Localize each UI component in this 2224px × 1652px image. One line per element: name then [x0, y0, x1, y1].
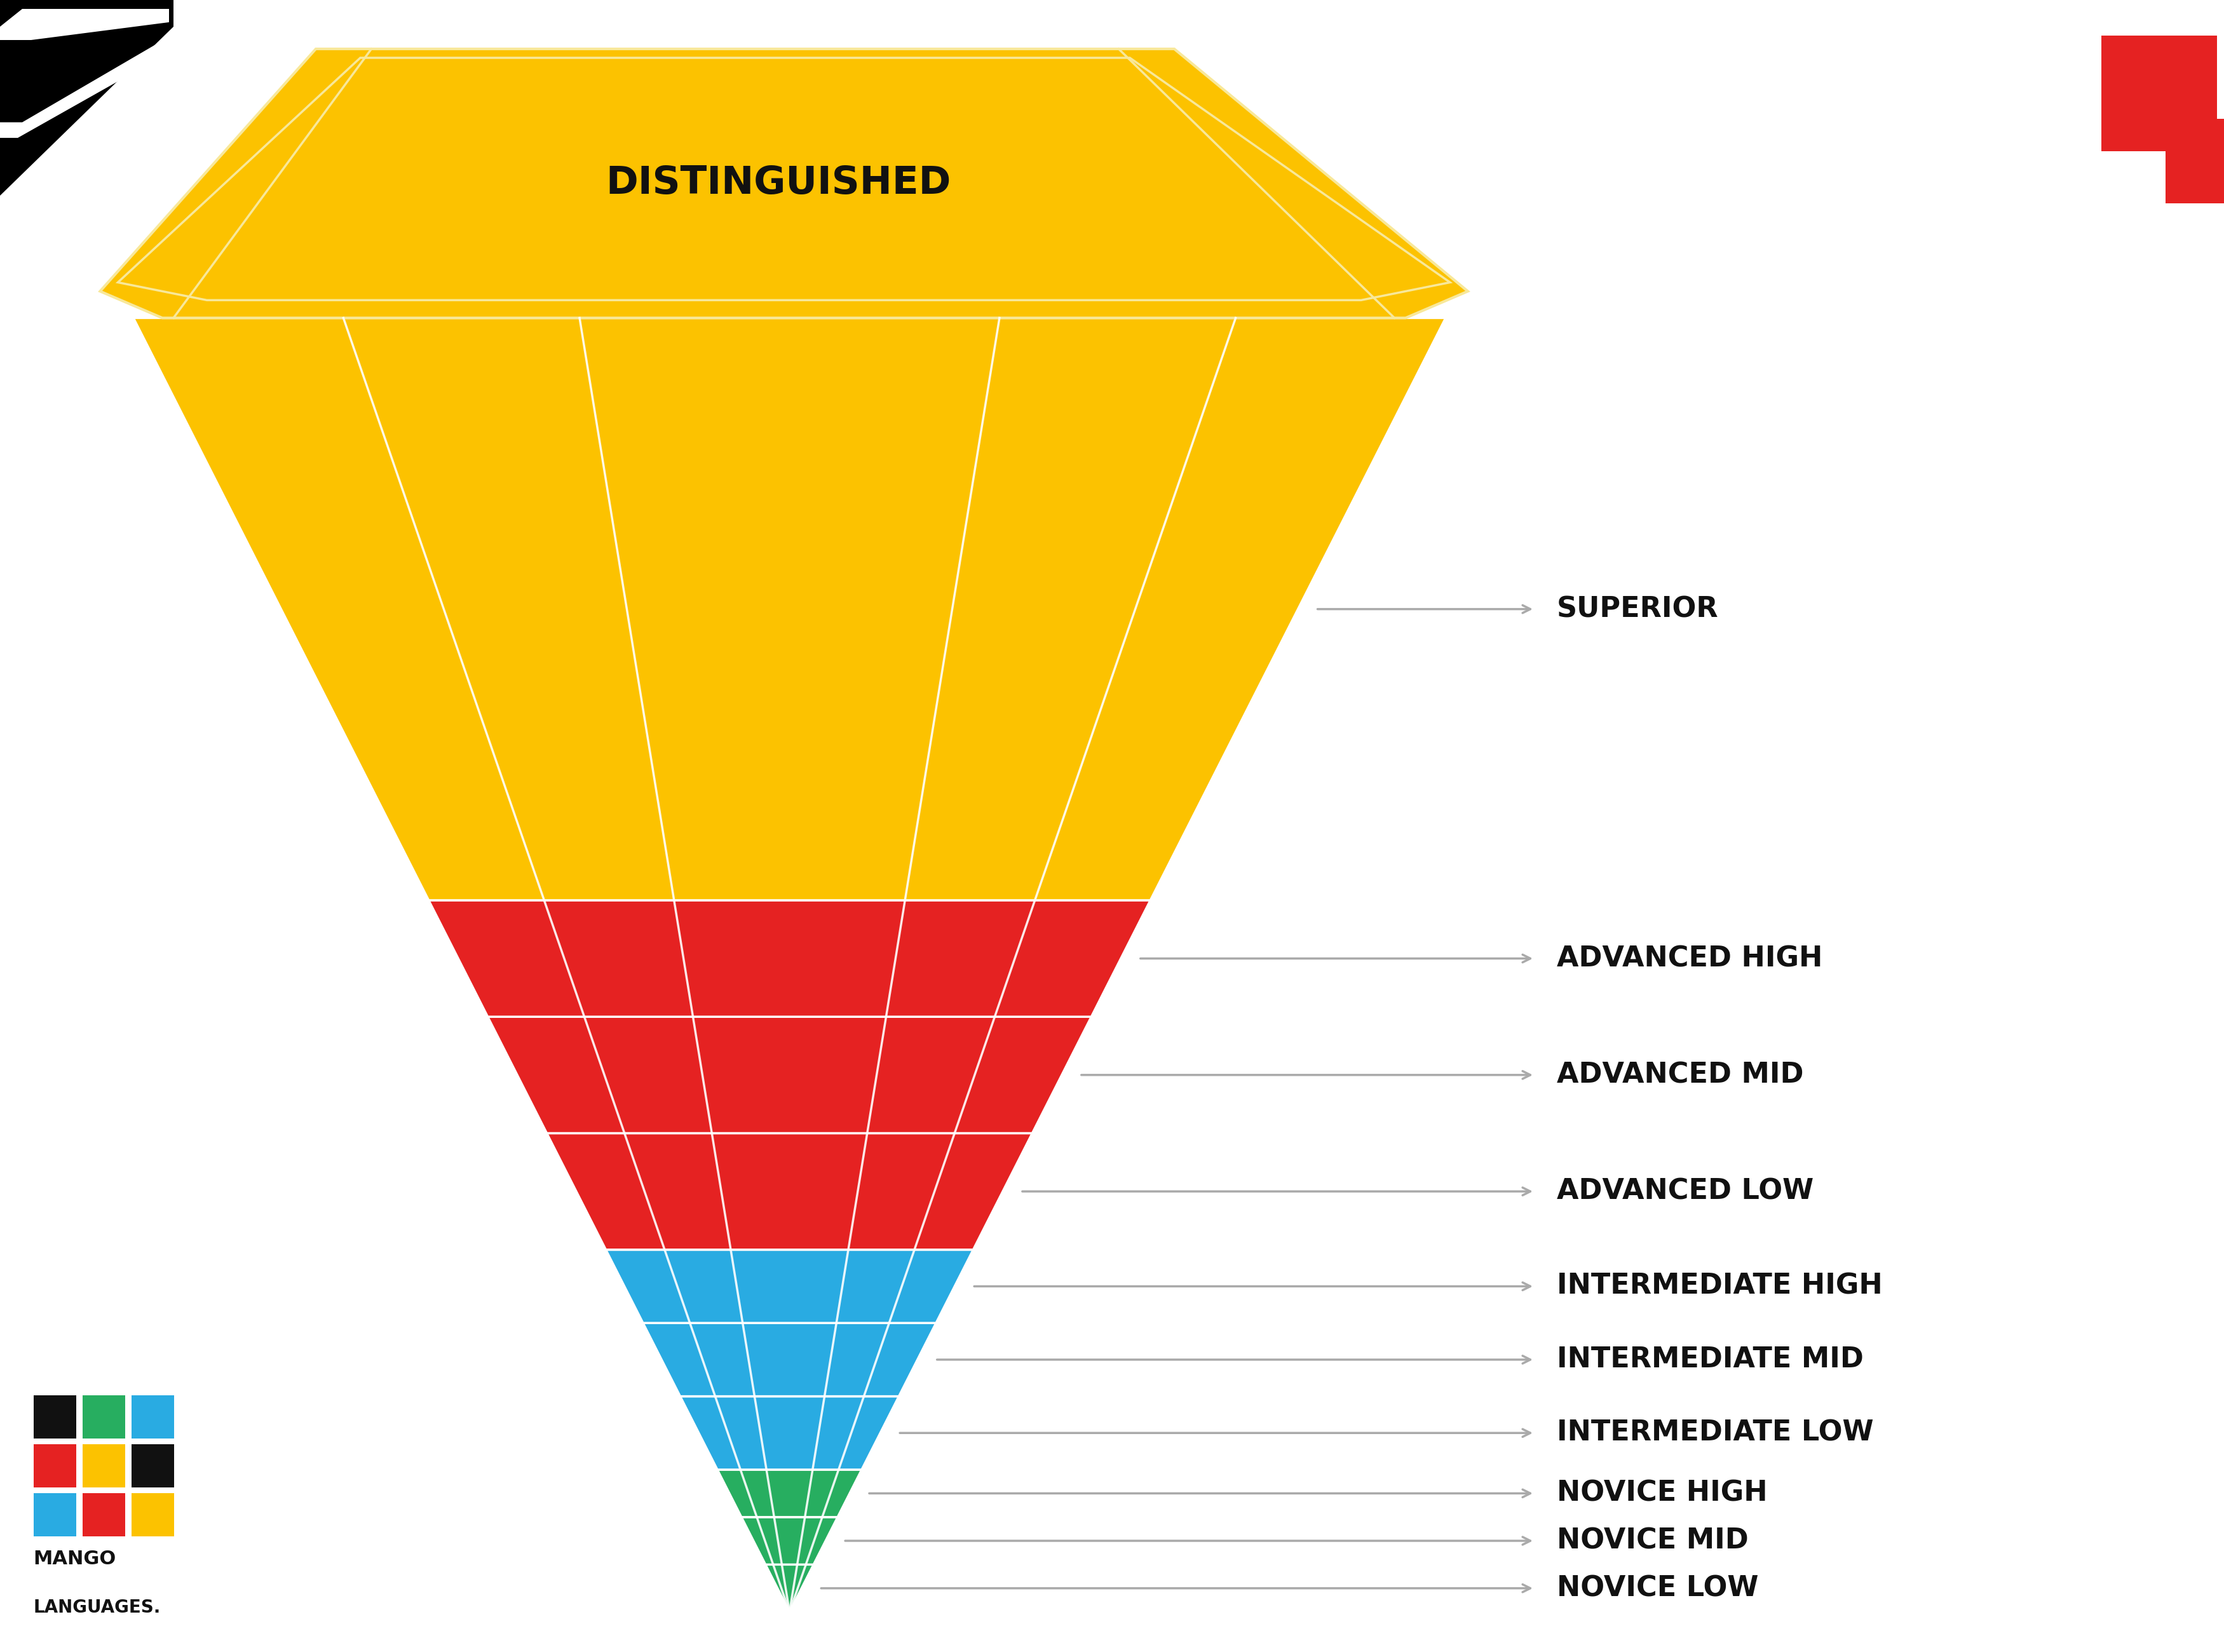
Text: ADVANCED HIGH: ADVANCED HIGH: [1557, 945, 1824, 971]
Text: ADVANCED LOW: ADVANCED LOW: [1557, 1178, 1815, 1204]
Bar: [131, 1396, 173, 1439]
Bar: [131, 1444, 173, 1487]
Text: INTERMEDIATE LOW: INTERMEDIATE LOW: [1557, 1419, 1873, 1447]
Polygon shape: [681, 1396, 898, 1470]
Bar: [2166, 119, 2224, 203]
Text: DISTINGUISHED: DISTINGUISHED: [605, 165, 952, 202]
Bar: [82, 1493, 125, 1536]
Polygon shape: [429, 900, 1150, 1016]
Bar: [131, 1493, 173, 1536]
Polygon shape: [547, 1133, 1032, 1249]
Text: NOVICE MID: NOVICE MID: [1557, 1526, 1748, 1555]
Text: INTERMEDIATE HIGH: INTERMEDIATE HIGH: [1557, 1272, 1882, 1300]
Text: ADVANCED MID: ADVANCED MID: [1557, 1061, 1804, 1089]
Text: LANGUAGES.: LANGUAGES.: [33, 1599, 160, 1616]
Polygon shape: [100, 50, 1468, 317]
Polygon shape: [741, 1517, 838, 1564]
Bar: [33, 1493, 76, 1536]
Polygon shape: [0, 8, 169, 40]
Polygon shape: [718, 1470, 861, 1517]
Bar: [33, 1444, 76, 1487]
Bar: [33, 1396, 76, 1439]
Polygon shape: [487, 1016, 1092, 1133]
Text: INTERMEDIATE MID: INTERMEDIATE MID: [1557, 1346, 1864, 1373]
Polygon shape: [643, 1323, 936, 1396]
Text: NOVICE HIGH: NOVICE HIGH: [1557, 1480, 1768, 1507]
Text: MANGO: MANGO: [33, 1550, 116, 1568]
Polygon shape: [765, 1564, 814, 1612]
Polygon shape: [133, 317, 1446, 900]
Bar: [82, 1396, 125, 1439]
Polygon shape: [605, 1249, 974, 1323]
Polygon shape: [0, 0, 173, 195]
Bar: [82, 1444, 125, 1487]
Text: SUPERIOR: SUPERIOR: [1557, 595, 1719, 623]
Polygon shape: [0, 45, 156, 137]
Bar: [2102, 36, 2217, 152]
Text: NOVICE LOW: NOVICE LOW: [1557, 1574, 1759, 1602]
